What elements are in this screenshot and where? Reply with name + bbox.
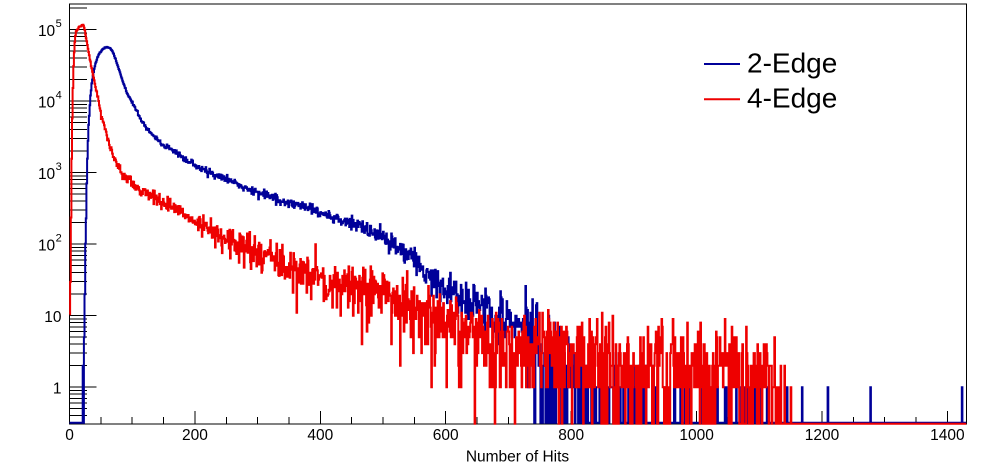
svg-text:600: 600 [433,427,459,444]
svg-text:1000: 1000 [679,427,714,444]
svg-text:5: 5 [56,18,62,30]
svg-text:1200: 1200 [805,427,840,444]
svg-text:2-Edge: 2-Edge [747,48,837,79]
svg-text:3: 3 [56,161,62,173]
svg-text:10: 10 [38,23,56,40]
svg-text:10: 10 [38,166,56,183]
svg-text:4: 4 [56,90,62,102]
svg-text:800: 800 [558,427,584,444]
svg-text:1400: 1400 [930,427,965,444]
svg-text:Number of Hits: Number of Hits [466,448,570,465]
svg-text:1: 1 [53,381,62,398]
svg-text:10: 10 [38,238,56,255]
svg-text:200: 200 [182,427,208,444]
svg-text:0: 0 [65,427,74,444]
svg-text:10: 10 [44,309,62,326]
svg-text:400: 400 [307,427,333,444]
svg-text:4-Edge: 4-Edge [747,83,837,114]
svg-text:2: 2 [56,233,62,245]
svg-text:10: 10 [38,95,56,112]
